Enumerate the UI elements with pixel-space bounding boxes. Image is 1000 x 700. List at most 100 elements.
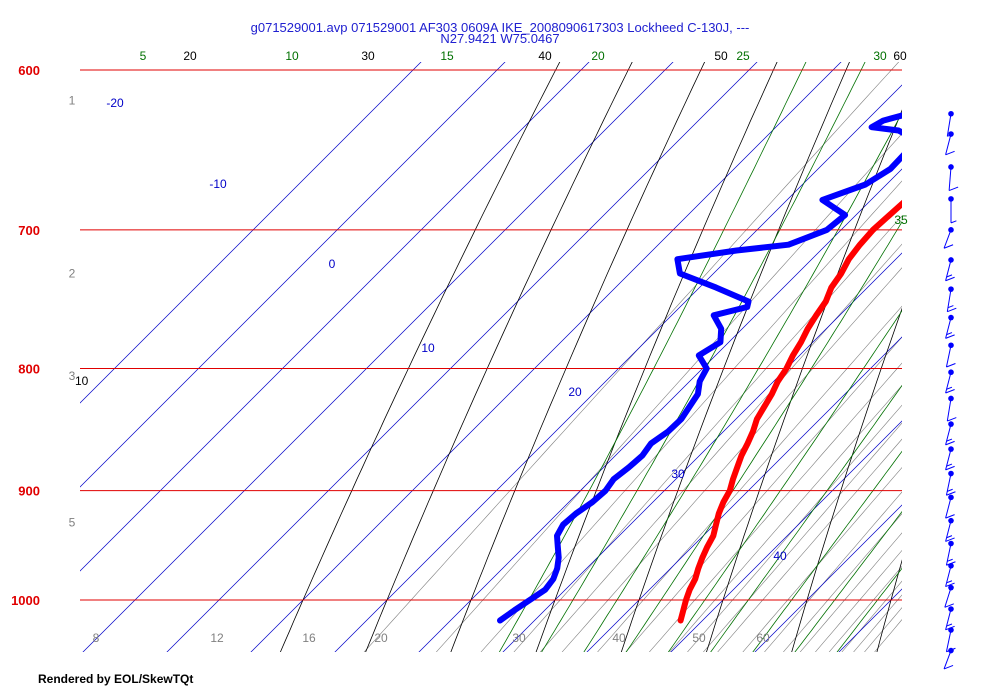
pressure-label: 800 bbox=[18, 361, 40, 376]
moist-adiabat-line bbox=[498, 62, 807, 652]
dry-adiabat-label: 40 bbox=[538, 49, 552, 63]
wind-barb bbox=[945, 470, 956, 496]
isotherm-label: -10 bbox=[209, 177, 227, 191]
wind-barb bbox=[946, 286, 957, 313]
height-label: 2 bbox=[69, 266, 76, 280]
mixing-ratio-line bbox=[703, 422, 902, 652]
mixing-ratio-label: 50 bbox=[692, 631, 706, 645]
isotherm-line bbox=[80, 62, 590, 572]
dewpoint-trace bbox=[497, 112, 902, 624]
dry-adiabat-label: 30 bbox=[361, 49, 375, 63]
height-label: 1 bbox=[69, 94, 76, 108]
moist-adiabat-line bbox=[794, 510, 902, 652]
wind-barb bbox=[943, 227, 954, 249]
wind-barb bbox=[943, 647, 954, 670]
mixing-ratio-line bbox=[480, 180, 902, 652]
isotherm-line bbox=[82, 62, 674, 652]
mixing-ratio-line bbox=[828, 565, 902, 652]
mixing-ratio-line bbox=[597, 305, 902, 652]
moist-adiabat-label: 25 bbox=[736, 49, 750, 63]
dry-adiabat-line bbox=[706, 109, 902, 652]
dry-adiabat-line bbox=[791, 307, 902, 652]
mixing-ratio-line bbox=[649, 362, 902, 652]
mixing-ratio-label: 40 bbox=[612, 631, 626, 645]
chart-title-line1: g071529001.avp 071529001 AF303 0609A IKE… bbox=[251, 20, 750, 35]
wind-barb bbox=[945, 131, 955, 156]
wind-barb bbox=[945, 314, 955, 339]
mixing-ratio-line bbox=[625, 336, 902, 652]
moist-adiabat-label: 30 bbox=[873, 49, 887, 63]
wind-barbs bbox=[943, 110, 959, 670]
dry-adiabat-label: 60 bbox=[893, 49, 907, 63]
mixing-ratio-line bbox=[717, 438, 902, 652]
isotherm-line bbox=[80, 62, 506, 488]
height-label: 5 bbox=[69, 515, 76, 529]
moist-adiabat-label: 15 bbox=[440, 49, 454, 63]
dry-adiabat-line bbox=[620, 62, 850, 652]
isotherm-line bbox=[754, 504, 902, 652]
moist-adiabat-label: 20 bbox=[591, 49, 605, 63]
isotherm-line bbox=[250, 62, 842, 652]
footer-credit: Rendered by EOL/SkewTQt bbox=[38, 672, 194, 686]
isotherm-label: 30 bbox=[671, 467, 685, 481]
temperature-trace bbox=[677, 199, 902, 624]
isotherm-line bbox=[418, 168, 902, 652]
mixing-ratio-line bbox=[687, 404, 902, 652]
mixing-ratio-line bbox=[742, 467, 902, 652]
isotherm-line bbox=[915, 0, 1000, 660]
axis-labels: 600 700 800 900 1000 -20 -10 0 10 20 30 40 20 30 40 50 6… bbox=[11, 49, 908, 645]
dry-adiabat-line bbox=[535, 62, 778, 652]
mixing-ratio-line bbox=[853, 594, 902, 652]
mixing-ratio-line bbox=[561, 267, 902, 652]
isotherm-label: -20 bbox=[106, 96, 124, 110]
wind-barb bbox=[945, 494, 955, 519]
pressure-label: 900 bbox=[18, 484, 40, 499]
isotherm-line bbox=[334, 84, 902, 652]
moist-adiabat-label: 5 bbox=[140, 49, 147, 63]
mixing-ratio-label: 8 bbox=[93, 631, 100, 645]
mixing-ratio-line bbox=[815, 549, 902, 652]
dry-adiabat-label: 20 bbox=[183, 49, 197, 63]
mixing-ratio-label: 60 bbox=[756, 631, 770, 645]
wind-barb bbox=[948, 164, 959, 192]
height-label: 3 bbox=[69, 369, 76, 383]
mixing-ratio-label: 20 bbox=[374, 631, 388, 645]
wind-barb bbox=[945, 369, 955, 394]
pressure-label: 600 bbox=[18, 63, 40, 78]
mixing-ratio-line bbox=[513, 215, 902, 652]
dry-adiabat-line bbox=[279, 62, 561, 652]
mixing-ratio-label: 12 bbox=[210, 631, 224, 645]
isotherm-label: 0 bbox=[329, 257, 336, 271]
mixing-ratio-line bbox=[874, 619, 902, 652]
wind-barb bbox=[945, 342, 956, 368]
isotherm-label: 10 bbox=[421, 341, 435, 355]
wind-barb bbox=[945, 446, 955, 471]
pressure-label: 1000 bbox=[11, 593, 40, 608]
wind-barb bbox=[948, 196, 957, 224]
isotherm-line bbox=[80, 62, 422, 404]
dry-adiabat-line bbox=[876, 559, 902, 652]
sounding-traces bbox=[497, 112, 902, 624]
mixing-ratio-line bbox=[363, 62, 900, 652]
mixing-ratio-line bbox=[783, 513, 902, 652]
isobars bbox=[80, 69, 902, 601]
dry-adiabat-side-label: 10 bbox=[75, 374, 89, 388]
mixing-ratio-label: 30 bbox=[512, 631, 526, 645]
chart-title-line2: N27.9421 W75.0467 bbox=[440, 31, 559, 46]
wind-barb bbox=[945, 563, 955, 588]
moist-adiabat-line bbox=[583, 112, 902, 652]
dry-adiabat-label: 50 bbox=[714, 49, 728, 63]
wind-barb bbox=[944, 584, 954, 608]
moist-adiabat-line bbox=[836, 567, 902, 652]
wind-barb bbox=[945, 421, 955, 446]
wind-barb bbox=[945, 257, 955, 282]
mixing-ratio-line bbox=[669, 385, 902, 652]
wind-barb bbox=[945, 540, 956, 566]
isotherm-label: 20 bbox=[568, 385, 582, 399]
moist-adiabat-label: 10 bbox=[285, 49, 299, 63]
isotherm-label: 40 bbox=[773, 549, 787, 563]
moist-adiabat-line bbox=[667, 310, 902, 652]
mixing-ratio-line bbox=[435, 133, 902, 652]
mixing-ratio-label: 16 bbox=[302, 631, 316, 645]
